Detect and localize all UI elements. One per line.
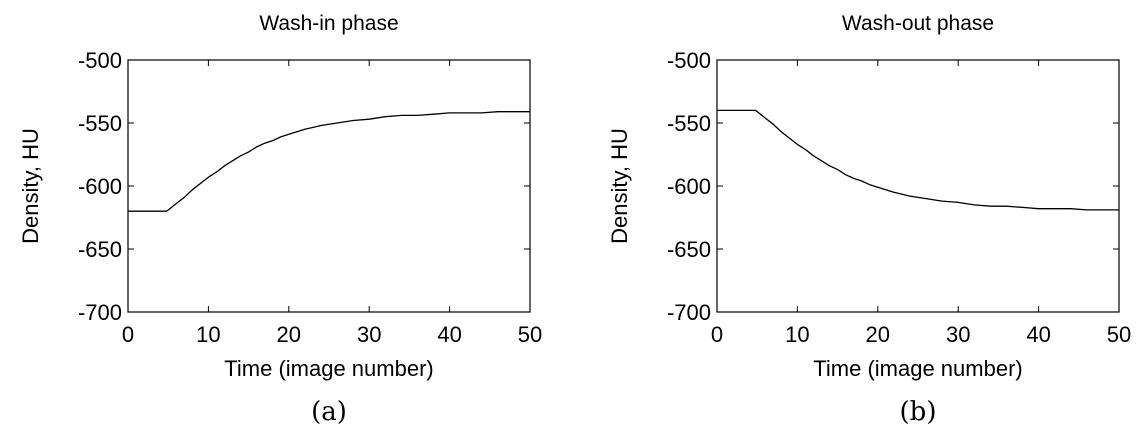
chart-title: Wash-out phase	[842, 12, 994, 35]
x-tick-label: 20	[866, 322, 890, 347]
x-tick-label: 30	[357, 322, 381, 347]
x-tick-label: 10	[196, 322, 220, 347]
x-tick-label: 10	[785, 322, 809, 347]
series-line-1	[717, 109, 1119, 211]
x-tick-label: 20	[277, 322, 301, 347]
y-axis-label: Density, HU	[607, 128, 632, 244]
panel-caption: (b)	[900, 397, 937, 427]
x-axis-label: Time (image number)	[813, 356, 1022, 381]
x-tick-label: 0	[711, 322, 723, 347]
x-tick-label: 50	[1107, 322, 1131, 347]
y-tick-label: -600	[667, 174, 711, 199]
x-axis-label: Time (image number)	[224, 356, 433, 381]
y-axis-label: Density, HU	[18, 128, 43, 244]
panel-caption: (a)	[311, 397, 347, 427]
y-tick-label: -600	[78, 174, 122, 199]
y-tick-label: -550	[667, 111, 711, 136]
y-tick-label: -700	[78, 300, 122, 325]
plot-frame	[127, 59, 531, 313]
y-tick-label: -650	[78, 237, 122, 262]
y-tick-label: -500	[78, 48, 122, 73]
plot-frame	[716, 59, 1120, 313]
series-line-1	[128, 111, 530, 212]
x-tick-label: 30	[946, 322, 970, 347]
x-tick-label: 50	[518, 322, 542, 347]
y-tick-label: -650	[667, 237, 711, 262]
y-tick-label: -700	[667, 300, 711, 325]
y-tick-label: -500	[667, 48, 711, 73]
chart-title: Wash-in phase	[259, 12, 398, 35]
x-tick-label: 40	[437, 322, 461, 347]
x-tick-label: 40	[1026, 322, 1050, 347]
y-tick-label: -550	[78, 111, 122, 136]
x-tick-label: 0	[122, 322, 134, 347]
